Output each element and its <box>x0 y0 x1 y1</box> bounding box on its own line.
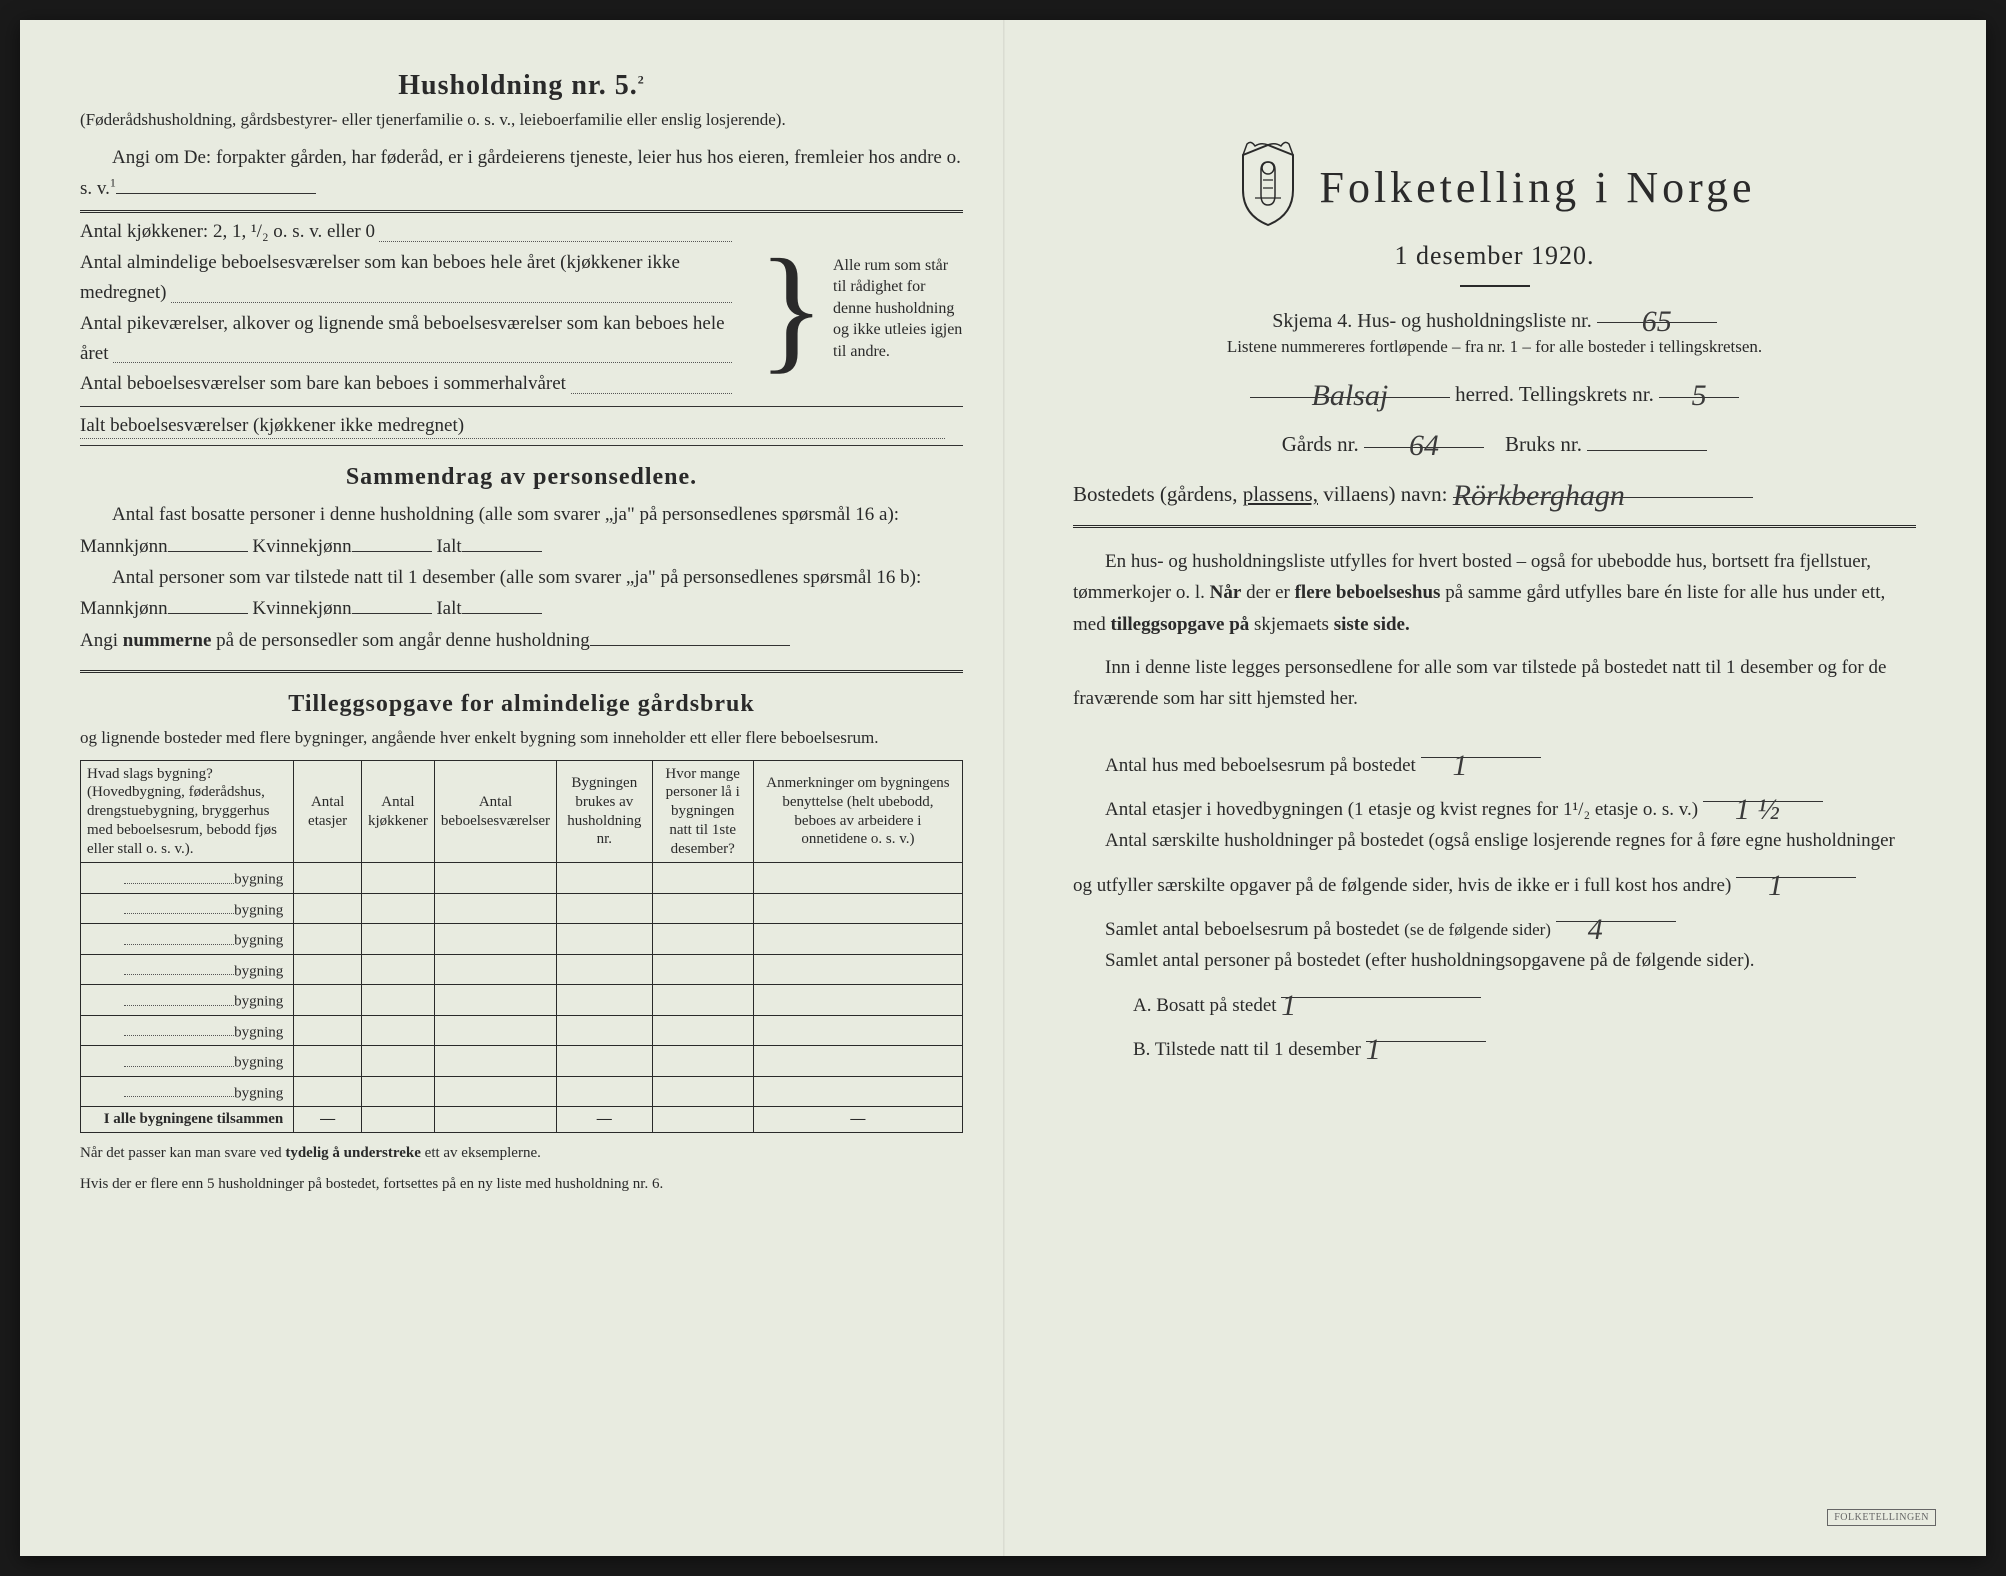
table-row: bygning <box>81 1046 963 1077</box>
curly-brace: } <box>750 242 833 375</box>
instruction-p2: Inn i denne liste legges personsedlene f… <box>1073 652 1916 715</box>
list-numbering-note: Listene nummereres fortløpende – fra nr.… <box>1073 337 1916 357</box>
census-document: Husholdning nr. 5.2 (Føderådshusholdning… <box>20 20 1986 1556</box>
bracket-note: Alle rum som står til rådighet for denne… <box>833 255 963 363</box>
gards-line: Gårds nr. 64 Bruks nr. <box>1073 425 1916 457</box>
qB-line: B. Tilstede natt til 1 desember 1 <box>1133 1021 1916 1065</box>
right-page: Folketelling i Norge 1 desember 1920. Sk… <box>1003 20 1986 1556</box>
footnote-1: Når det passer kan man svare ved tydelig… <box>80 1143 963 1163</box>
summary-p1: Antal fast bosatte personer i denne hush… <box>80 499 963 562</box>
tilleg-heading: Tilleggsopgave for almindelige gårdsbruk <box>80 691 963 718</box>
th-rooms: Antal beboelsesværelser <box>434 760 556 863</box>
table-row: bygning <box>81 863 963 894</box>
coat-of-arms-icon <box>1233 140 1303 235</box>
title-row: Folketelling i Norge <box>1073 140 1916 235</box>
q1-line: Antal hus med beboelsesrum på bostedet 1 <box>1073 737 1916 781</box>
th-kitchens: Antal kjøkkener <box>361 760 434 863</box>
herred-line: Balsaj herred. Tellingskrets nr. 5 <box>1073 375 1916 407</box>
total-label: I alle bygningene tilsammen <box>81 1107 294 1133</box>
household-heading: Husholdning nr. 5.2 <box>80 70 963 102</box>
tilleg-sub: og lignende bosteder med flere bygninger… <box>80 726 963 750</box>
table-row: bygning <box>81 893 963 924</box>
table-header-row: Hvad slags bygning? (Hovedbygning, føder… <box>81 760 963 863</box>
table-row: bygning <box>81 1076 963 1107</box>
row-kitchens: Antal kjøkkener: 2, 1, ¹/₂ o. s. v. elle… <box>80 217 750 247</box>
row-living-rooms: Antal almindelige beboelsesværelser som … <box>80 248 750 309</box>
printer-stamp: FOLKETELLINGEN <box>1827 1509 1936 1526</box>
q4-line: Samlet antal beboelsesrum på bostedet (s… <box>1073 901 1916 945</box>
angi-line: Angi om De: forpakter gården, har føderå… <box>80 142 963 205</box>
th-remarks: Anmerkninger om bygningens benyttelse (h… <box>753 760 962 863</box>
room-counts-group: Antal kjøkkener: 2, 1, ¹/₂ o. s. v. elle… <box>80 217 963 399</box>
th-persons: Hvor mange personer lå i bygningen natt … <box>652 760 753 863</box>
summary-p2: Antal personer som var tilstede natt til… <box>80 562 963 625</box>
angi-numbers: Angi nummerne på de personsedler som ang… <box>80 625 963 656</box>
table-row: bygning <box>81 924 963 955</box>
summary-heading: Sammendrag av personsedlene. <box>80 464 963 491</box>
table-row: bygning <box>81 954 963 985</box>
th-building-type: Hvad slags bygning? (Hovedbygning, føder… <box>81 760 294 863</box>
bosted-line: Bostedets (gårdens, plassens, villaens) … <box>1073 475 1916 507</box>
table-row: bygning <box>81 1015 963 1046</box>
table-row: bygning <box>81 985 963 1016</box>
main-title: Folketelling i Norge <box>1319 162 1755 213</box>
q3-line: Antal særskilte husholdninger på bostede… <box>1073 825 1916 901</box>
table-total-row: I alle bygningene tilsammen — — — <box>81 1107 963 1133</box>
census-date: 1 desember 1920. <box>1073 241 1916 271</box>
q2-line: Antal etasjer i hovedbygningen (1 etasje… <box>1073 781 1916 825</box>
instruction-p1: En hus- og husholdningsliste utfylles fo… <box>1073 546 1916 640</box>
th-floors: Antal etasjer <box>294 760 362 863</box>
row-summer-rooms: Antal beboelsesværelser som bare kan beb… <box>80 369 750 399</box>
building-table: Hvad slags bygning? (Hovedbygning, føder… <box>80 760 963 1134</box>
row-maid-rooms: Antal pikeværelser, alkover og lignende … <box>80 309 750 370</box>
th-household-nr: Bygningen brukes av husholdning nr. <box>557 760 652 863</box>
title-rule <box>1460 285 1530 287</box>
household-paren: (Føderådshusholdning, gårdsbestyrer- ell… <box>80 108 963 132</box>
footnote-2: Hvis der er flere enn 5 husholdninger på… <box>80 1174 963 1194</box>
q5-line: Samlet antal personer på bostedet (efter… <box>1073 945 1916 976</box>
row-total-rooms: Ialt beboelsesværelser (kjøkkener ikke m… <box>80 406 963 446</box>
qA-line: A. Bosatt på stedet 1 <box>1133 977 1916 1021</box>
left-page: Husholdning nr. 5.2 (Føderådshusholdning… <box>20 20 1003 1556</box>
schema-line: Skjema 4. Hus- og husholdningsliste nr. … <box>1073 301 1916 333</box>
